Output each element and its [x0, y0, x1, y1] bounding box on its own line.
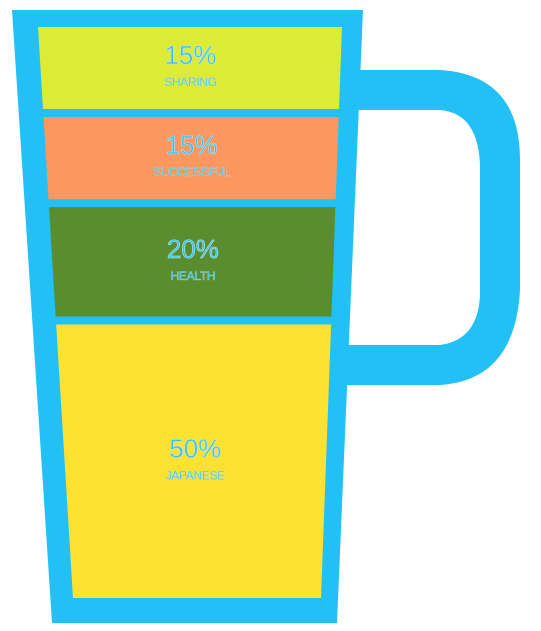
segment-successful: [43, 117, 339, 200]
segment-category-label: HEALTH: [171, 269, 216, 283]
segment-japanese: [56, 324, 332, 598]
segment-percent-label: 15%: [164, 40, 216, 70]
mug-handle: [340, 70, 520, 385]
segment-sharing: [38, 27, 342, 109]
segment-percent-label: 15%: [166, 130, 218, 160]
segment-health: [49, 207, 336, 317]
segment-percent-label: 20%: [167, 234, 219, 264]
segment-category-label: JAPANESE: [166, 468, 226, 482]
segment-category-label: SUCCESSFUL: [153, 165, 231, 179]
segment-category-label: SHARING: [164, 75, 217, 89]
segment-percent-label: 50%: [169, 433, 221, 463]
